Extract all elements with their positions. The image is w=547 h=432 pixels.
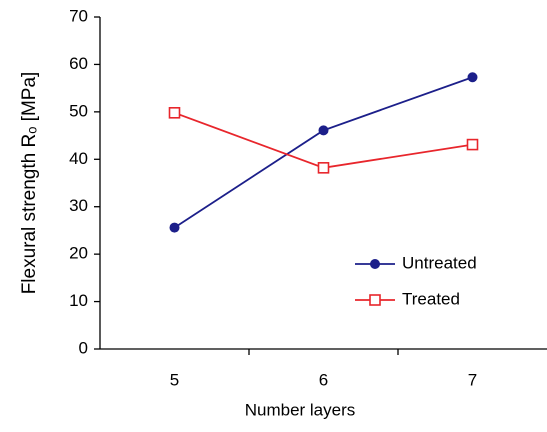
page: Number layers Flexural strength Rₒ [MPa]… bbox=[0, 0, 547, 432]
x-axis-label: Number layers bbox=[245, 400, 356, 419]
y-tick-label: 70 bbox=[69, 6, 88, 25]
y-tick-label: 0 bbox=[79, 338, 88, 357]
y-tick-label: 30 bbox=[69, 196, 88, 215]
data-point bbox=[468, 72, 478, 82]
chart: Number layers Flexural strength Rₒ [MPa]… bbox=[0, 0, 547, 432]
y-tick-label: 60 bbox=[69, 54, 88, 73]
data-point bbox=[170, 223, 180, 233]
legend-label: Untreated bbox=[402, 253, 477, 272]
x-tick-label: 5 bbox=[170, 370, 179, 389]
y-tick-label: 40 bbox=[69, 149, 88, 168]
legend-marker bbox=[370, 259, 380, 269]
y-tick-label: 50 bbox=[69, 101, 88, 120]
data-point bbox=[170, 108, 180, 118]
data-point bbox=[468, 140, 478, 150]
y-tick-label: 20 bbox=[69, 244, 88, 263]
legend-label: Treated bbox=[402, 289, 460, 308]
legend-marker bbox=[370, 295, 380, 305]
series-line bbox=[175, 113, 473, 168]
data-point bbox=[319, 163, 329, 173]
y-axis-label: Flexural strength Rₒ [MPa] bbox=[19, 72, 40, 295]
x-tick-label: 7 bbox=[468, 370, 477, 389]
x-tick-label: 6 bbox=[319, 370, 328, 389]
data-point bbox=[319, 125, 329, 135]
y-tick-label: 10 bbox=[69, 291, 88, 310]
